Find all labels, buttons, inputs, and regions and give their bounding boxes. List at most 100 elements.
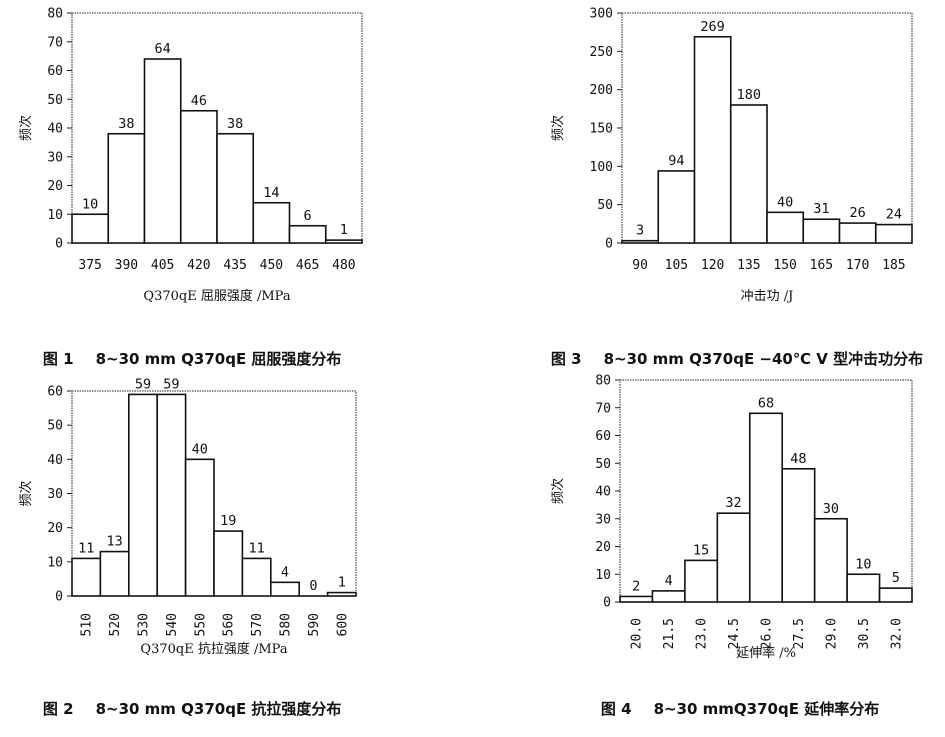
y-tick-label: 150 (590, 122, 613, 137)
bar (326, 240, 362, 243)
bar (880, 588, 912, 602)
x-tick-label: 435 (223, 258, 246, 273)
bar-value-label: 10 (82, 196, 98, 212)
x-tick-label: 590 (307, 613, 322, 636)
chart-2-svg: 0102030405060115101352059530595404055019… (0, 360, 470, 680)
y-tick-label: 10 (47, 208, 63, 223)
y-tick-label: 30 (47, 150, 63, 165)
x-tick-label: 30.5 (857, 618, 872, 649)
x-tick-label: 24.5 (727, 618, 742, 649)
bar-value-label: 30 (823, 501, 839, 517)
bar-value-label: 24 (886, 207, 902, 223)
x-tick-label: 530 (137, 613, 152, 636)
y-tick-label: 250 (590, 45, 613, 60)
bar (214, 531, 242, 596)
x-tick-label: 21.5 (662, 618, 677, 649)
y-tick-label: 40 (47, 453, 63, 468)
x-tick-label: 520 (108, 613, 123, 636)
bar (620, 596, 652, 602)
bar-value-label: 40 (777, 194, 793, 210)
x-tick-label: 20.0 (630, 618, 645, 649)
y-tick-label: 300 (590, 7, 613, 22)
y-tick-label: 20 (47, 179, 63, 194)
bar-value-label: 59 (135, 376, 151, 392)
x-tick-label: 480 (332, 258, 355, 273)
bar (72, 214, 108, 243)
bar-value-label: 19 (220, 513, 236, 529)
y-tick-label: 80 (595, 374, 611, 389)
bar-value-label: 38 (118, 116, 134, 132)
chart-2-caption-number: 图 2 (43, 700, 74, 718)
chart-3-svg: 0501001502002503003909410526912018013540… (472, 0, 945, 330)
bar-value-label: 15 (693, 542, 709, 558)
bar (328, 593, 356, 596)
bar-value-label: 6 (304, 208, 312, 224)
bar-value-label: 5 (892, 570, 900, 586)
bar-value-label: 11 (248, 540, 264, 556)
bar-value-label: 68 (758, 395, 774, 411)
bar-value-label: 48 (790, 451, 806, 467)
y-tick-label: 70 (595, 401, 611, 416)
x-tick-label: 600 (335, 613, 350, 636)
bar-value-label: 26 (849, 205, 865, 221)
y-tick-label: 10 (595, 568, 611, 583)
x-tick-label: 105 (665, 258, 688, 273)
bar-value-label: 4 (665, 573, 673, 589)
bar-value-label: 38 (227, 116, 243, 132)
y-tick-label: 50 (597, 198, 613, 213)
bar (803, 219, 839, 243)
bar-value-label: 14 (263, 185, 279, 201)
bar-value-label: 13 (106, 534, 122, 550)
y-tick-label: 80 (47, 7, 63, 22)
y-tick-label: 50 (47, 93, 63, 108)
y-tick-label: 70 (47, 35, 63, 50)
x-tick-label: 27.5 (792, 618, 807, 649)
y-tick-label: 200 (590, 83, 613, 98)
bar-value-label: 4 (281, 564, 289, 580)
x-tick-label: 580 (279, 613, 294, 636)
bar-value-label: 1 (340, 222, 348, 238)
chart-4-caption-number: 图 4 (601, 700, 632, 718)
y-tick-label: 0 (55, 590, 63, 605)
x-tick-label: 185 (882, 258, 905, 273)
y-tick-label: 60 (47, 385, 63, 400)
y-tick-label: 100 (590, 160, 613, 175)
bar-value-label: 0 (309, 578, 317, 594)
bar-value-label: 269 (700, 19, 724, 35)
y-axis-label: 频次 (18, 115, 34, 141)
bar (695, 37, 731, 243)
x-tick-label: 510 (80, 613, 95, 636)
bar-value-label: 1 (338, 575, 346, 591)
bar (181, 111, 217, 243)
x-tick-label: 540 (165, 613, 180, 636)
y-tick-label: 0 (55, 237, 63, 252)
bar-value-label: 11 (78, 540, 94, 556)
bar-value-label: 10 (855, 556, 871, 572)
bar (271, 582, 299, 596)
bar (622, 241, 658, 243)
y-tick-label: 40 (595, 485, 611, 500)
bar-value-label: 40 (192, 441, 208, 457)
y-tick-label: 40 (47, 122, 63, 137)
bar (782, 469, 814, 602)
bar (72, 558, 100, 596)
x-axis-label: Q370qE 抗拉强度 /MPa (140, 641, 287, 657)
y-tick-label: 0 (603, 596, 611, 611)
bar (815, 519, 847, 602)
x-tick-label: 23.0 (695, 618, 710, 649)
y-tick-label: 30 (47, 487, 63, 502)
x-tick-label: 135 (737, 258, 760, 273)
x-tick-label: 375 (78, 258, 101, 273)
y-axis-label: 频次 (550, 478, 566, 504)
y-tick-label: 50 (595, 457, 611, 472)
x-axis-label: 冲击功 /J (741, 289, 794, 304)
bar (717, 513, 749, 602)
x-axis-label: Q370qE 屈服强度 /MPa (143, 288, 290, 304)
x-tick-label: 550 (193, 613, 208, 636)
bar (217, 134, 253, 243)
